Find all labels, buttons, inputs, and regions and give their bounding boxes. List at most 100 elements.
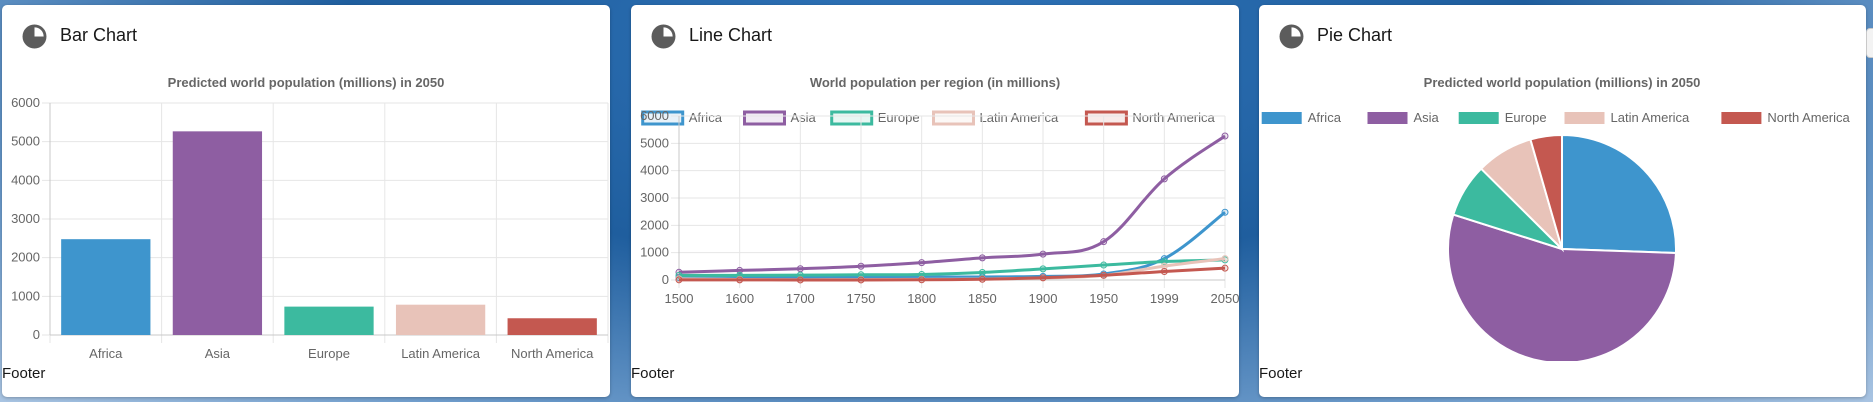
y-tick-label: 0 [662,272,669,287]
data-point-north-america [1160,267,1168,275]
data-point-north-america [675,276,683,284]
line-chart: World population per region (in millions… [640,75,1239,306]
data-point-europe [857,271,865,279]
legend-item: Asia [743,110,817,126]
legend-item: Europe [830,110,920,126]
legend-item: Africa [1261,110,1342,125]
pie-slice-asia [1447,213,1677,361]
legend-label: North America [1767,110,1850,125]
legend-label: Africa [1308,110,1342,125]
data-point-europe [978,268,986,276]
legend-swatch [1261,112,1302,124]
y-tick-label: 4000 [11,172,40,187]
x-tick-label: Europe [308,346,350,361]
legend-item: Africa [641,110,723,126]
bar-asia [172,131,263,335]
data-point-asia [736,266,744,274]
bar-europe [284,306,374,335]
data-point-asia [1221,132,1229,140]
card-header: Line Chart [631,5,1239,61]
legend-swatch [641,110,685,126]
y-tick-label: 3000 [640,190,669,205]
legend-label: Latin America [1611,110,1691,125]
x-tick-label: 1900 [1029,291,1058,306]
pie-chart-icon [651,24,676,49]
series-line-asia [678,134,1226,274]
y-tick-label: 1000 [640,245,669,260]
y-tick-label: 1000 [11,288,40,303]
y-tick-label: 2000 [640,217,669,232]
legend-label: Asia [1414,110,1440,125]
legend-swatch [1084,110,1128,126]
legend-item: Asia [1367,110,1440,125]
line-chart-card: Line Chart World population per region (… [631,5,1239,397]
y-tick-label: 6000 [11,95,40,110]
scrollbar-handle[interactable] [1866,28,1873,58]
legend-label: Asia [791,110,817,125]
data-point-north-america [736,276,744,284]
card-header: Bar Chart [2,5,610,61]
legend-label: Europe [878,110,920,125]
pie-chart-card: Pie Chart Predicted world population (mi… [1259,5,1866,397]
x-tick-label: Africa [89,346,123,361]
card-title: Bar Chart [60,25,138,45]
bar-africa [61,239,151,335]
data-point-latin-america [1160,262,1168,270]
x-tick-label: 1750 [847,291,876,306]
data-point-north-america [1221,264,1229,272]
card-footer: Footer [631,365,675,382]
chart-title: Predicted world population (millions) in… [1424,75,1701,90]
y-tick-label: 4000 [640,163,669,178]
x-tick-label: 1500 [665,291,694,306]
data-point-north-america [1039,274,1047,282]
card-title: Pie Chart [1317,25,1393,45]
x-tick-label: 1999 [1150,291,1179,306]
pie-slice-africa [1561,133,1677,255]
pie-slice-north-america [1529,133,1563,250]
legend-swatch [1721,112,1762,124]
chart-title: Predicted world population (millions) in… [168,75,445,90]
series-line-africa [678,211,1226,280]
legend-item: Latin America [932,110,1060,126]
data-point-europe [1039,265,1047,273]
data-point-asia [796,265,804,273]
series-line-north-america [678,266,1226,282]
x-tick-label: 2050 [1211,291,1239,306]
data-point-asia [1100,238,1108,246]
legend-swatch [1564,112,1605,124]
x-tick-label: North America [511,346,594,361]
legend-label: Africa [689,110,723,125]
pie-chart: Predicted world population (millions) in… [1261,75,1851,361]
data-point-north-america [978,275,986,283]
data-point-africa [1221,208,1229,216]
legend-swatch [932,110,975,126]
legend-swatch [1367,112,1408,124]
y-tick-label: 5000 [640,135,669,150]
data-point-north-america [796,276,804,284]
card-footer: Footer [2,365,46,382]
pie-chart-icon [1279,24,1304,49]
legend-item: North America [1721,110,1851,125]
y-tick-label: 3000 [11,211,40,226]
legend-label: North America [1132,110,1215,125]
series-line-europe [678,258,1226,277]
data-point-asia [978,254,986,262]
legend-label: Latin America [980,110,1060,125]
data-point-asia [857,262,865,270]
data-point-north-america [1100,271,1108,279]
legend-swatch [1458,112,1499,124]
legend-item: Latin America [1564,110,1691,125]
legend-label: Europe [1505,110,1547,125]
legend-swatch [743,110,786,126]
x-tick-label: Asia [205,346,231,361]
legend-item: Europe [1458,110,1547,125]
data-point-asia [918,259,926,267]
card-header: Pie Chart [1259,5,1866,61]
data-point-north-america [857,276,865,284]
data-point-asia [1160,175,1168,183]
data-point-europe [918,270,926,278]
card-title: Line Chart [689,25,773,45]
data-point-asia [1039,250,1047,258]
legend-swatch [830,110,874,126]
x-tick-label: 1950 [1089,291,1118,306]
